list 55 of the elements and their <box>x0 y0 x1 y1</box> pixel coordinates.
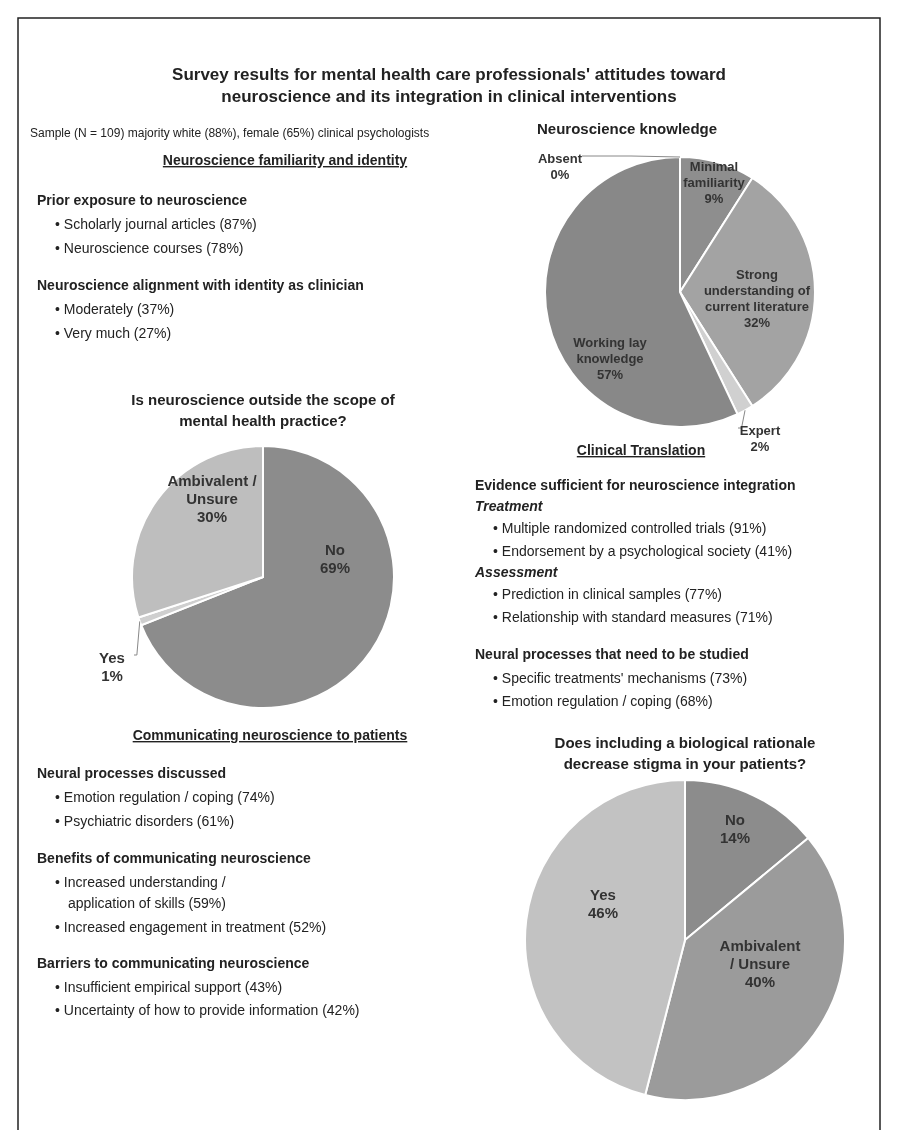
slice-label: Strong understanding of current literature <box>703 267 811 315</box>
text: Evidence sufficient for neuroscience integration <box>475 477 796 493</box>
text: • Increased engagement in treatment (52%) <box>55 919 327 935</box>
text: Barriers to communicating neuroscience <box>37 955 310 971</box>
text: • Psychiatric disorders (61%) <box>55 813 235 829</box>
text: Survey results for mental health care professionals' attitudes toward neuroscience and its integration in clinical interventions <box>172 65 726 106</box>
data-label: 14% <box>719 828 751 846</box>
data-label: 46% <box>587 903 619 921</box>
data-label: 30% <box>196 507 228 525</box>
text: • Moderately (37%) <box>55 301 175 317</box>
data-label: 40% <box>744 972 776 990</box>
text: • Emotion regulation / coping (68%) <box>493 693 713 709</box>
text: Benefits of communicating neuroscience <box>37 850 312 866</box>
category-label: Absent <box>537 151 583 167</box>
text: • Very much (27%) <box>55 325 172 341</box>
data-label: 57% <box>596 367 624 383</box>
data-label: 69% <box>319 558 351 576</box>
text: Neural processes discussed <box>37 765 227 781</box>
text: Sample (N = 109) majority white (88%), female (65%) clinical psychologists <box>30 126 430 140</box>
text: Clinical Translation <box>576 442 706 458</box>
slice-label: No <box>725 810 745 828</box>
slice-label: Ambivalent / Unsure <box>167 471 258 507</box>
text: Neuroscience familiarity and identity <box>162 152 408 168</box>
text: application of skills (59%) <box>68 895 226 911</box>
chart-title: Neuroscience knowledge <box>537 120 718 137</box>
chart-title: Is neuroscience outside the scope of mental health practice? <box>131 391 396 429</box>
text: • Emotion regulation / coping (74%) <box>55 789 275 805</box>
slice-label: Yes <box>99 648 125 666</box>
text: Treatment <box>475 498 544 514</box>
data-label: 1% <box>101 666 123 684</box>
data-label: 9% <box>704 191 724 207</box>
slice-label: No <box>325 540 345 558</box>
data-label: 2% <box>750 439 770 455</box>
slice-label: Yes <box>590 885 616 903</box>
data-label: 32% <box>743 315 771 331</box>
text: Assessment <box>474 564 559 580</box>
text: • Endorsement by a psychological society (41%) <box>493 543 793 559</box>
chart-title: Does including a biological rationale decrease stigma in your patients? <box>554 734 816 772</box>
text: • Multiple randomized controlled trials (91%) <box>493 520 767 536</box>
text: • Specific treatments' mechanisms (73%) <box>493 670 748 686</box>
text: • Relationship with standard measures (71%) <box>493 609 773 625</box>
text: Neuroscience alignment with identity as clinician <box>37 277 364 293</box>
slice-label: Ambivalent / Unsure <box>719 936 801 972</box>
text: • Increased understanding / <box>55 874 226 890</box>
slice-label: Expert <box>739 423 781 439</box>
text: 0% <box>550 167 570 183</box>
text: • Insufficient empirical support (43%) <box>55 979 283 995</box>
text: • Uncertainty of how to provide information (42%) <box>55 1002 360 1018</box>
text: • Prediction in clinical samples (77%) <box>493 586 722 602</box>
text: Neural processes that need to be studied <box>475 646 749 662</box>
slice-label: Working lay knowledge <box>573 335 648 367</box>
text: Prior exposure to neuroscience <box>37 192 248 208</box>
text: • Scholarly journal articles (87%) <box>55 216 257 232</box>
text: Communicating neuroscience to patients <box>132 727 408 743</box>
text: • Neuroscience courses (78%) <box>55 240 244 256</box>
